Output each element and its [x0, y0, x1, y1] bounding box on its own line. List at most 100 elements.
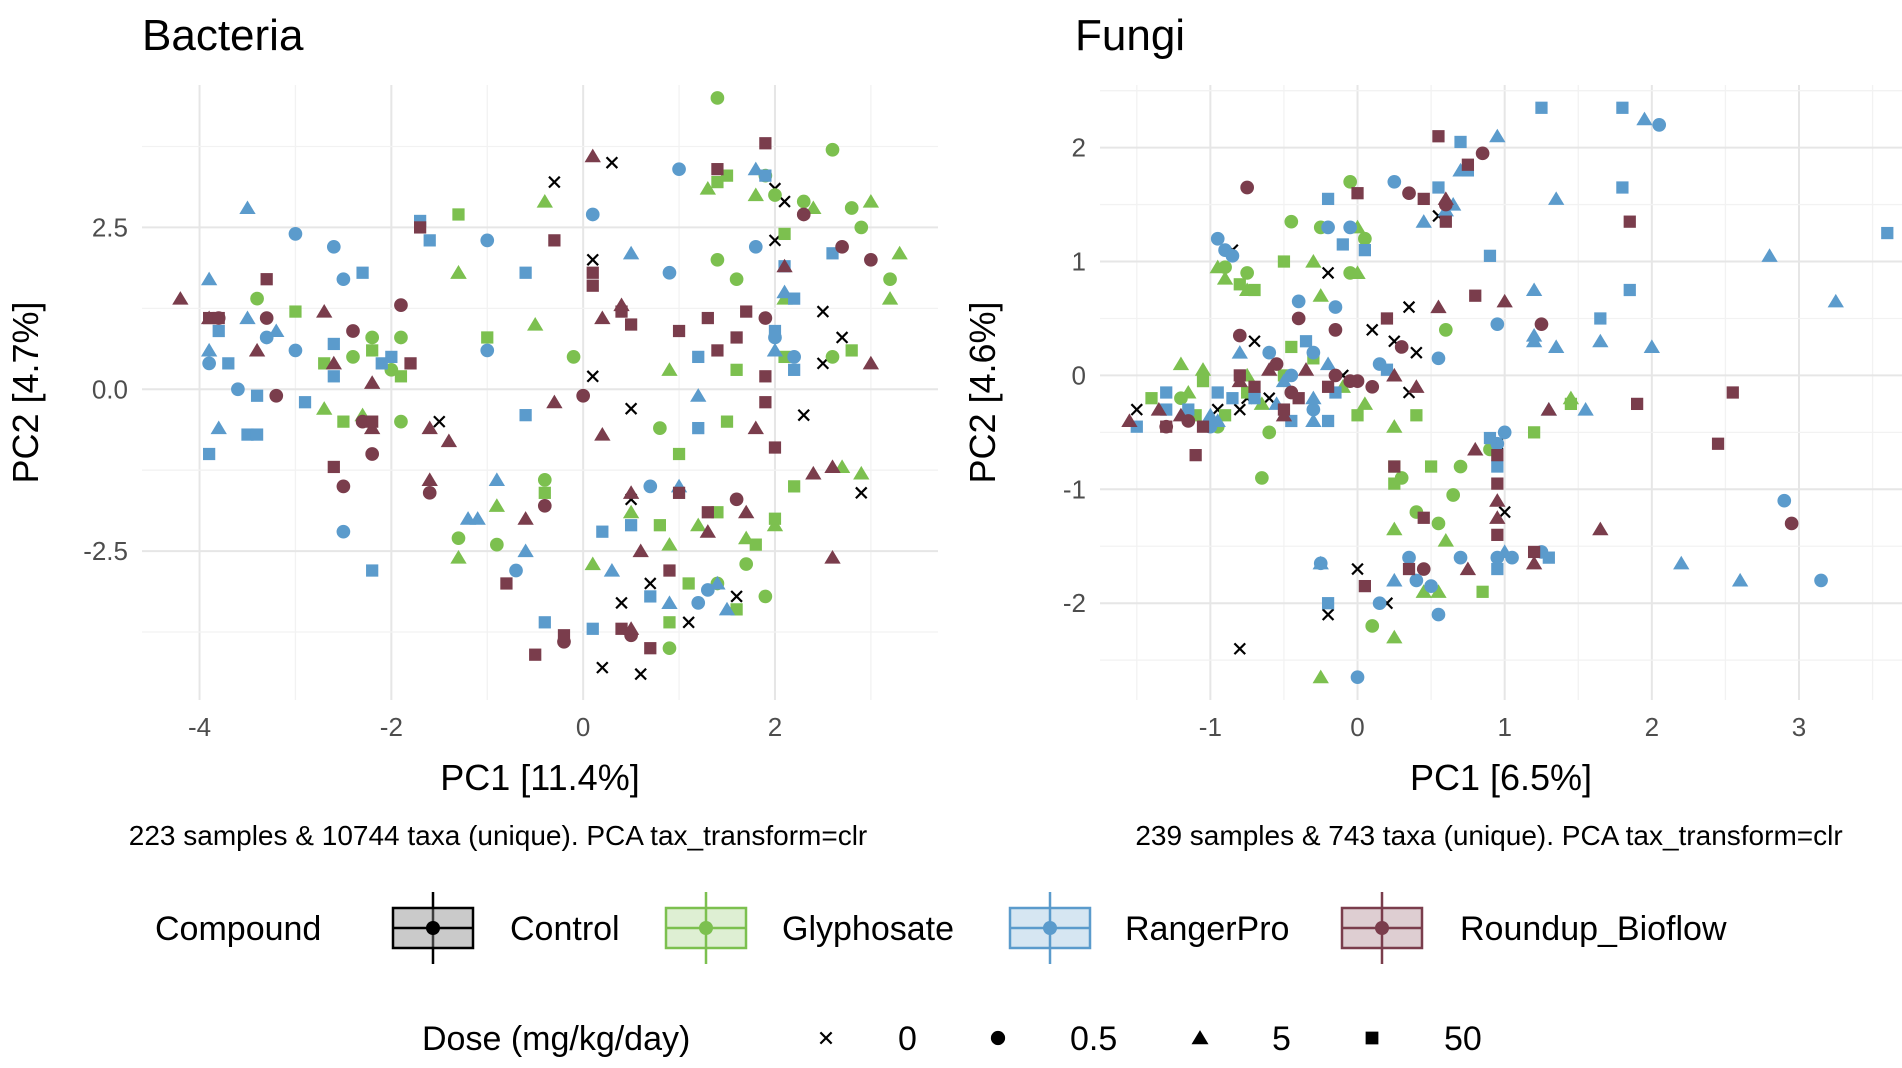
data-point: [1269, 357, 1284, 371]
data-point: [1386, 419, 1403, 433]
data-point: [488, 498, 506, 512]
data-point: [1358, 579, 1372, 593]
data-point: [488, 472, 506, 486]
data-point: [768, 188, 782, 202]
data-point: [1321, 597, 1335, 610]
data-point: [546, 394, 563, 409]
data-point: [203, 447, 216, 461]
data-point: [1321, 192, 1335, 206]
data-point: [1196, 374, 1210, 388]
data-point: [826, 247, 839, 260]
y-tick-label: 0: [1072, 360, 1086, 390]
y-axis-label: PC2 [4.7%]: [5, 301, 46, 483]
grid: [1100, 85, 1902, 700]
data-point: [452, 208, 465, 221]
data-point: [1535, 101, 1548, 114]
data-point: [759, 169, 772, 182]
data-point: [622, 504, 640, 519]
data-point: [394, 370, 408, 383]
data-point: [1430, 584, 1447, 598]
data-point: [289, 305, 302, 318]
data-point: [701, 506, 714, 519]
x-tick-label: 1: [1497, 712, 1511, 742]
data-point: [366, 564, 379, 577]
data-point: [318, 357, 331, 370]
data-point: [336, 524, 351, 539]
data-point: [1291, 294, 1306, 309]
data-point: [336, 272, 351, 287]
data-point: [316, 304, 333, 318]
legend-dose-label: 0.5: [1070, 1020, 1117, 1058]
data-point: [1291, 311, 1306, 326]
data-point: [241, 428, 254, 441]
data-point: [1231, 345, 1248, 359]
data-point: [596, 525, 609, 538]
data-point: [1130, 403, 1143, 416]
data-point: [701, 311, 714, 325]
data-points: [1121, 101, 1894, 685]
data-point: [730, 590, 743, 603]
data-point: [212, 324, 225, 338]
data-point: [1172, 356, 1190, 371]
data-point: [672, 447, 686, 461]
data-point: [1358, 231, 1372, 246]
data-point: [605, 156, 619, 169]
data-point: [248, 342, 266, 357]
data-point: [1527, 545, 1541, 559]
x-tick-label: 0: [576, 712, 590, 742]
chart-title: Bacteria: [142, 11, 304, 60]
data-point: [519, 266, 532, 279]
x-axis-label: PC1 [11.4%]: [440, 757, 639, 798]
data-point: [1305, 413, 1322, 428]
data-point: [1343, 174, 1358, 189]
data-point: [718, 601, 736, 616]
legend: Compound Control Glyphosate RangerPro Roundu…: [155, 892, 1727, 1058]
data-point: [1312, 288, 1329, 302]
data-point: [212, 311, 225, 325]
data-point: [375, 357, 388, 370]
data-point: [1386, 629, 1403, 644]
data-point: [739, 557, 754, 571]
data-point: [1496, 293, 1513, 308]
data-point: [711, 506, 724, 519]
data-point: [586, 370, 599, 383]
data-point: [517, 543, 534, 558]
data-point: [538, 616, 551, 629]
data-point: [239, 310, 256, 325]
data-point: [738, 504, 755, 519]
data-point: [615, 622, 628, 635]
data-point: [1497, 425, 1512, 440]
data-point: [1409, 573, 1424, 588]
data-point: [239, 200, 256, 215]
data-point: [624, 519, 638, 532]
data-point: [692, 421, 705, 435]
data-point: [548, 175, 561, 189]
data-point: [1469, 289, 1482, 302]
data-point: [1248, 380, 1261, 393]
data-point: [824, 459, 841, 473]
data-point: [788, 363, 801, 376]
data-point: [682, 616, 695, 629]
data-point: [222, 357, 235, 370]
data-point: [1417, 511, 1430, 524]
data-point: [586, 279, 599, 292]
chart-caption: 239 samples & 743 taxa (unique). PCA tax…: [1135, 820, 1842, 851]
data-point: [202, 356, 216, 371]
data-point: [231, 382, 245, 397]
legend-label-control: Control: [510, 910, 620, 948]
data-point: [730, 603, 743, 616]
data-point: [1814, 573, 1828, 588]
y-tick-label: -2.5: [83, 536, 128, 566]
data-point: [883, 272, 897, 287]
data-point: [699, 181, 716, 195]
data-point: [536, 193, 553, 208]
data-point: [1489, 493, 1506, 507]
data-point: [692, 350, 705, 364]
data-point: [250, 389, 264, 402]
data-point: [1388, 460, 1401, 473]
data-point: [1209, 413, 1226, 428]
data-point: [1343, 220, 1358, 235]
data-point: [1365, 619, 1380, 633]
data-point: [1731, 572, 1749, 587]
